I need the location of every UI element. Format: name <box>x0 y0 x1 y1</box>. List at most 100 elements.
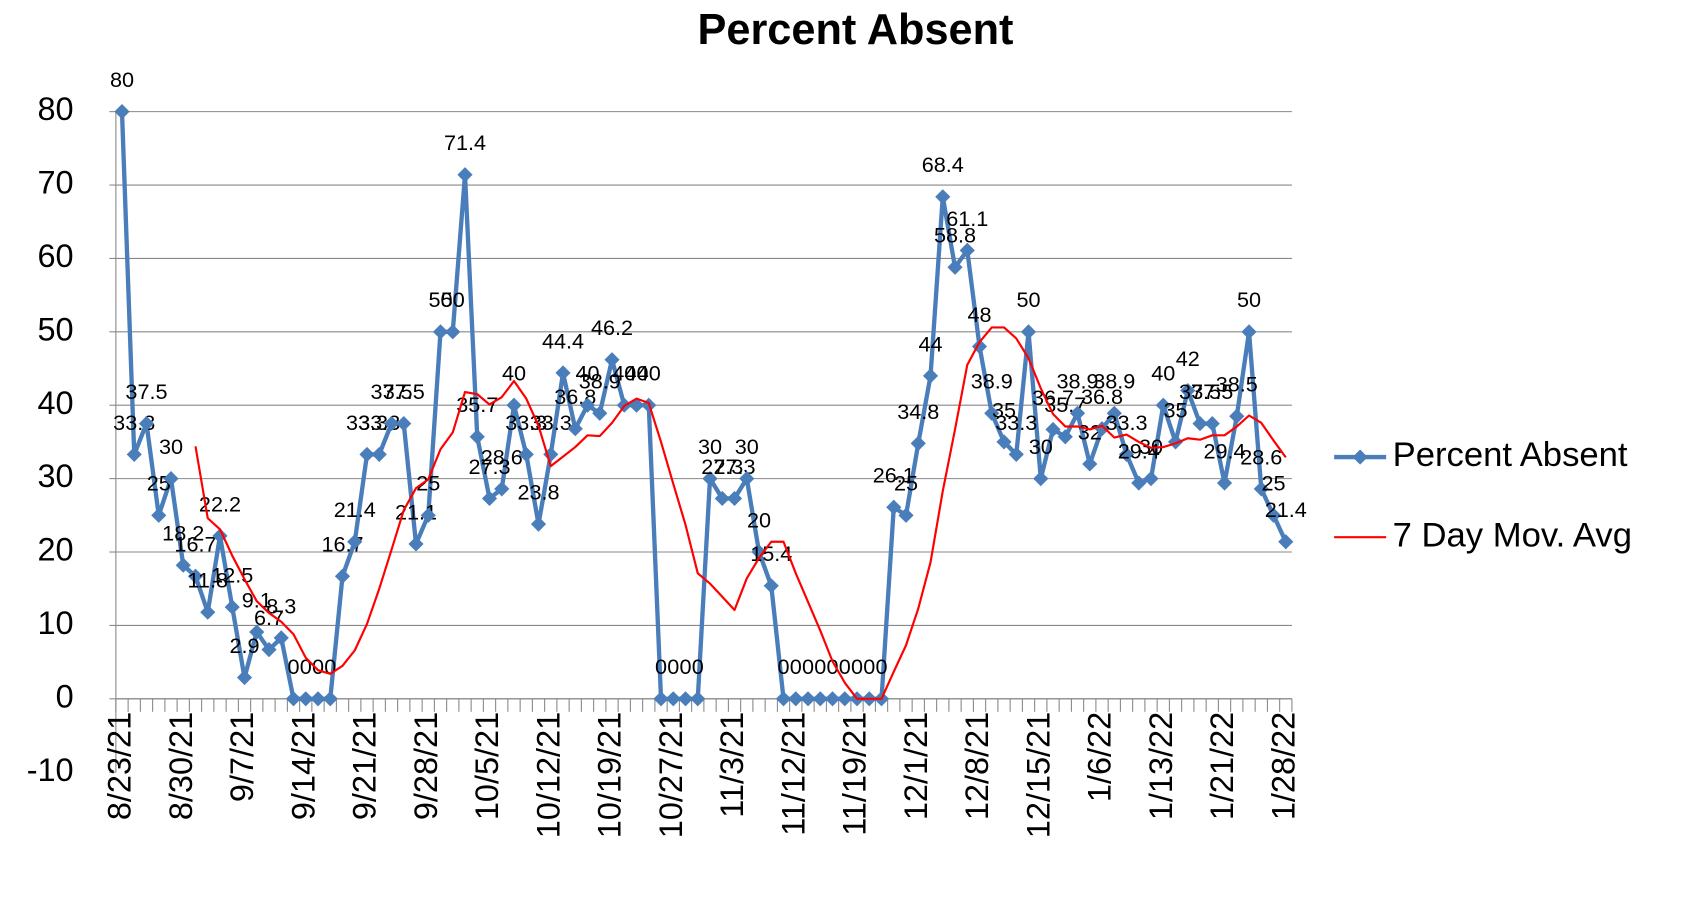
data-point <box>1057 429 1073 445</box>
data-label: 0 <box>655 654 667 679</box>
data-point <box>1216 475 1233 491</box>
data-label: 20 <box>747 507 771 532</box>
data-label: 25 <box>894 471 918 496</box>
data-label: 68.4 <box>922 152 964 177</box>
data-label: 0 <box>875 654 887 679</box>
data-label: 33.3 <box>1105 410 1147 435</box>
data-label: 50 <box>428 287 452 312</box>
data-label: 38.9 <box>1093 369 1135 394</box>
data-label: 58.8 <box>934 223 976 248</box>
data-point <box>714 490 730 507</box>
data-label: 44.4 <box>542 328 584 353</box>
data-point <box>922 368 939 384</box>
data-point <box>1180 382 1196 399</box>
data-label: 35 <box>992 397 1016 422</box>
y-tick-label: 0 <box>56 678 74 714</box>
data-label: 50 <box>1237 287 1261 312</box>
data-point <box>959 242 975 258</box>
data-point <box>1241 324 1257 340</box>
y-tick-label: 10 <box>38 605 74 641</box>
data-point <box>1278 534 1294 550</box>
data-point <box>910 435 926 451</box>
data-label: 28.6 <box>1240 444 1282 469</box>
x-tick-label: 12/1/21 <box>898 712 934 820</box>
y-tick-label: 70 <box>38 165 74 201</box>
x-tick-label: 12/15/21 <box>1020 712 1056 838</box>
data-label: 30 <box>698 434 722 459</box>
data-label: 27.3 <box>701 454 743 479</box>
data-label: 30 <box>1029 434 1053 459</box>
y-tick-label: 20 <box>38 532 74 568</box>
data-label: 0 <box>777 654 789 679</box>
x-tick-label: 10/27/21 <box>653 712 689 838</box>
data-label: 30 <box>159 434 183 459</box>
data-label: 35 <box>1163 397 1187 422</box>
data-point <box>506 397 522 413</box>
data-point <box>1143 471 1159 487</box>
data-label: 27.3 <box>468 454 510 479</box>
data-point <box>1033 471 1049 487</box>
data-label: 33.3 <box>346 410 388 435</box>
data-label: 38.9 <box>1056 369 1098 394</box>
data-label: 0 <box>790 654 802 679</box>
x-tick-label: 8/30/21 <box>163 712 199 820</box>
data-label: 0 <box>312 654 324 679</box>
legend-marker <box>1352 449 1368 465</box>
x-tick-label: 9/7/21 <box>224 712 260 802</box>
y-tick-label: 30 <box>38 458 74 494</box>
data-label: 0 <box>324 654 336 679</box>
data-label: 71.4 <box>444 130 486 155</box>
data-label: 37.5 <box>370 379 412 404</box>
x-tick-label: 9/28/21 <box>408 712 444 820</box>
data-label: 40 <box>1151 361 1175 386</box>
data-point <box>763 578 779 594</box>
x-tick-label: 1/6/22 <box>1082 712 1118 802</box>
x-tick-label: 8/23/21 <box>102 712 138 820</box>
x-tick-label: 10/5/21 <box>469 712 505 820</box>
data-label: 23.8 <box>517 480 559 505</box>
data-point <box>567 421 583 437</box>
data-label: 40 <box>575 361 599 386</box>
data-point <box>371 446 387 462</box>
data-point <box>1204 415 1220 432</box>
data-point <box>273 630 289 646</box>
data-label: 0 <box>679 654 691 679</box>
data-point <box>1167 434 1184 450</box>
data-label: 26.1 <box>873 463 915 488</box>
data-label: 37.5 <box>383 379 425 404</box>
data-label: 33.3 <box>995 410 1037 435</box>
data-label: 30 <box>735 434 759 459</box>
data-label: 0 <box>851 654 863 679</box>
data-label: 0 <box>839 654 851 679</box>
data-label: 50 <box>1016 287 1040 312</box>
data-label: 36.8 <box>1081 384 1123 409</box>
data-point <box>935 189 951 205</box>
data-label: 28.6 <box>481 444 523 469</box>
data-label: 42 <box>1176 346 1200 371</box>
data-label: 37.5 <box>125 379 167 404</box>
data-point <box>126 446 142 462</box>
data-point <box>1020 324 1037 340</box>
data-point <box>1253 481 1269 497</box>
data-label: 61.1 <box>946 206 988 231</box>
data-label: 0 <box>287 654 299 679</box>
series-line <box>194 326 1287 700</box>
data-point <box>200 604 216 620</box>
data-label: 0 <box>802 654 814 679</box>
data-label: 38.9 <box>579 369 621 394</box>
data-point <box>469 429 485 445</box>
data-label: 44 <box>918 331 942 356</box>
data-point <box>1155 397 1171 413</box>
data-point <box>236 669 253 686</box>
data-label: 29.4 <box>1203 438 1245 463</box>
x-tick-label: 11/3/21 <box>714 712 750 818</box>
legend-label: 7 Day Mov. Avg <box>1393 516 1632 554</box>
data-point <box>579 397 596 413</box>
data-label: 38.9 <box>971 369 1013 394</box>
data-label: 16.7 <box>174 532 216 557</box>
y-tick-label: 80 <box>38 91 74 127</box>
data-point <box>494 481 510 497</box>
data-label: 0 <box>814 654 826 679</box>
data-point <box>187 568 204 584</box>
